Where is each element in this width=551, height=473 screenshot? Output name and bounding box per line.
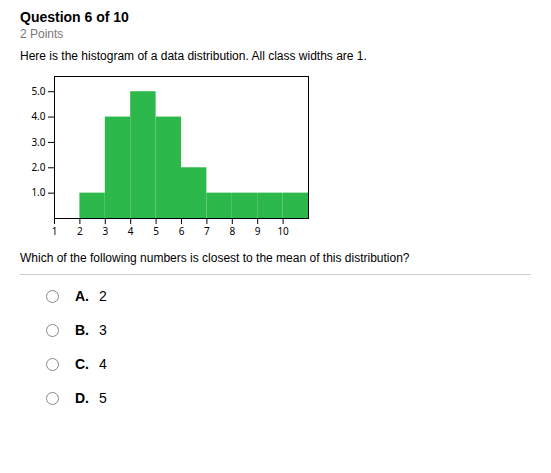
html-text:Question 6 of 10: Question 6 of 10 (20, 9, 129, 25)
html-text:C.: C. (75, 356, 89, 372)
svg-text:2.0: 2.0 (31, 160, 45, 174)
html-text:A.: A. (75, 288, 89, 304)
html-text:Which of the following numbers: Which of the following numbers is closes… (20, 251, 410, 265)
html-text:4: 4 (99, 356, 107, 372)
svg-text:4: 4 (128, 224, 134, 238)
svg-text:6: 6 (179, 224, 185, 238)
html-text:2 Points: 2 Points (20, 27, 64, 41)
html-text:5: 5 (99, 390, 107, 406)
svg-text:3: 3 (102, 224, 108, 238)
svg-text:8: 8 (229, 224, 235, 238)
svg-text:3.0: 3.0 (31, 135, 45, 149)
svg-text:1.0: 1.0 (31, 185, 45, 199)
svg-text:1: 1 (52, 224, 58, 238)
html-text:B.: B. (75, 322, 89, 338)
svg-text:2: 2 (77, 224, 83, 238)
svg-text:10: 10 (277, 224, 289, 238)
svg-text:9: 9 (255, 224, 261, 238)
html-text:Here is the histogram of a dat: Here is the histogram of a data distribu… (20, 49, 367, 63)
svg-text:4.0: 4.0 (31, 109, 45, 123)
html-text:2: 2 (99, 288, 107, 304)
svg-text:7: 7 (204, 224, 210, 238)
svg-text:5: 5 (153, 224, 159, 238)
svg-text:5.0: 5.0 (31, 84, 45, 98)
html-text:3: 3 (99, 322, 107, 338)
html-text:D.: D. (75, 390, 89, 406)
